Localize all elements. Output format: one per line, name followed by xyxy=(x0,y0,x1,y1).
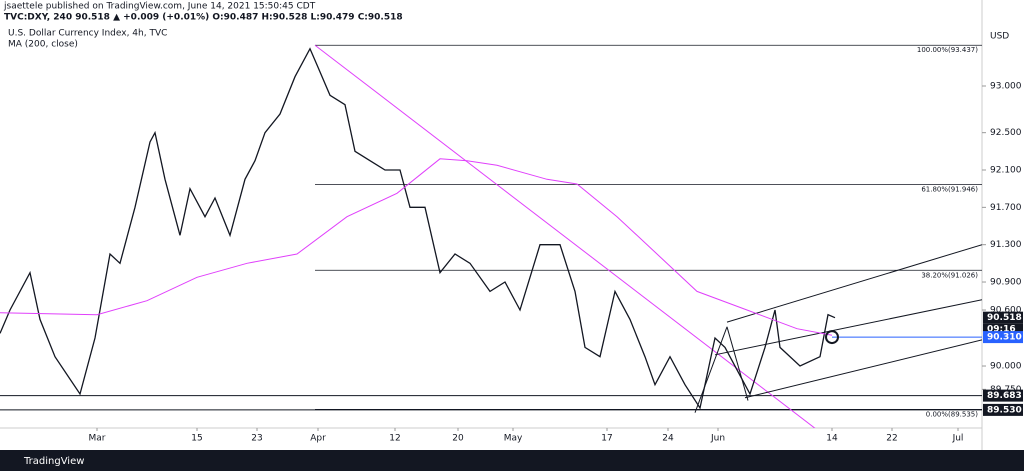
author: jsaettele published on TradingView.com, … xyxy=(3,2,316,12)
price-label-box xyxy=(983,389,1023,402)
price-label: 89.530 xyxy=(987,405,1022,415)
y-tick-label: 90.600 xyxy=(990,306,1022,316)
price-label: 90.310 xyxy=(987,333,1022,343)
price-label: 90.518 xyxy=(987,313,1022,323)
price-label-box xyxy=(983,403,1023,416)
indicator: MA (200, close) xyxy=(8,40,78,50)
x-tick-label: 23 xyxy=(251,434,262,444)
price-label: 89.683 xyxy=(987,391,1022,401)
y-tick-label: 91.300 xyxy=(990,240,1022,250)
y-tick-label: 90.900 xyxy=(990,278,1022,288)
time-box xyxy=(983,323,1023,335)
x-tick-label: 12 xyxy=(389,434,400,444)
fib-label: 0.00%(89.535) xyxy=(926,410,978,418)
chart-title: U.S. Dollar Currency Index, 4h, TVC xyxy=(8,29,167,39)
fib-label: 100.00%(93.437) xyxy=(917,46,978,54)
x-tick-label: 15 xyxy=(191,434,202,444)
footer-bar xyxy=(0,450,1024,471)
trendline xyxy=(314,44,816,428)
x-tick-label: Apr xyxy=(310,434,326,444)
x-tick-label: Mar xyxy=(89,434,106,444)
footer-brand: TradingView xyxy=(23,456,84,467)
y-tick-label: 91.700 xyxy=(990,203,1022,213)
price-label-box xyxy=(983,331,1023,344)
fib-label: 38.20%(91.026) xyxy=(921,271,978,279)
y-tick-label: 92.500 xyxy=(990,128,1022,138)
x-tick-label: Jun xyxy=(710,434,725,444)
trendline xyxy=(714,299,982,356)
x-tick-label: 14 xyxy=(826,434,838,444)
x-tick-label: 17 xyxy=(601,434,612,444)
y-tick-label: 90.000 xyxy=(990,362,1022,372)
y-tick-label: 92.100 xyxy=(990,166,1022,176)
circle-marker xyxy=(825,330,839,345)
x-tick-label: 20 xyxy=(452,434,464,444)
series-line xyxy=(0,47,836,410)
trendline xyxy=(726,244,982,323)
fib-label: 61.80%(91.946) xyxy=(921,185,978,193)
series-line xyxy=(0,158,833,336)
x-tick-label: May xyxy=(504,434,523,444)
trendline xyxy=(726,326,749,401)
plot-area xyxy=(0,44,982,428)
trendline xyxy=(694,326,728,413)
trendline xyxy=(744,339,982,399)
countdown: 09:16 xyxy=(987,325,1016,335)
x-tick-label: 24 xyxy=(662,434,674,444)
x-tick-label: 22 xyxy=(886,434,897,444)
x-tick-label: Jul xyxy=(952,434,964,444)
currency: USD xyxy=(990,32,1009,42)
quote: TVC:DXY, 240 90.518 ▲ +0.009 (+0.01%) O:… xyxy=(4,13,403,23)
y-tick-label: 93.000 xyxy=(990,82,1022,92)
price-label-box xyxy=(983,311,1023,324)
